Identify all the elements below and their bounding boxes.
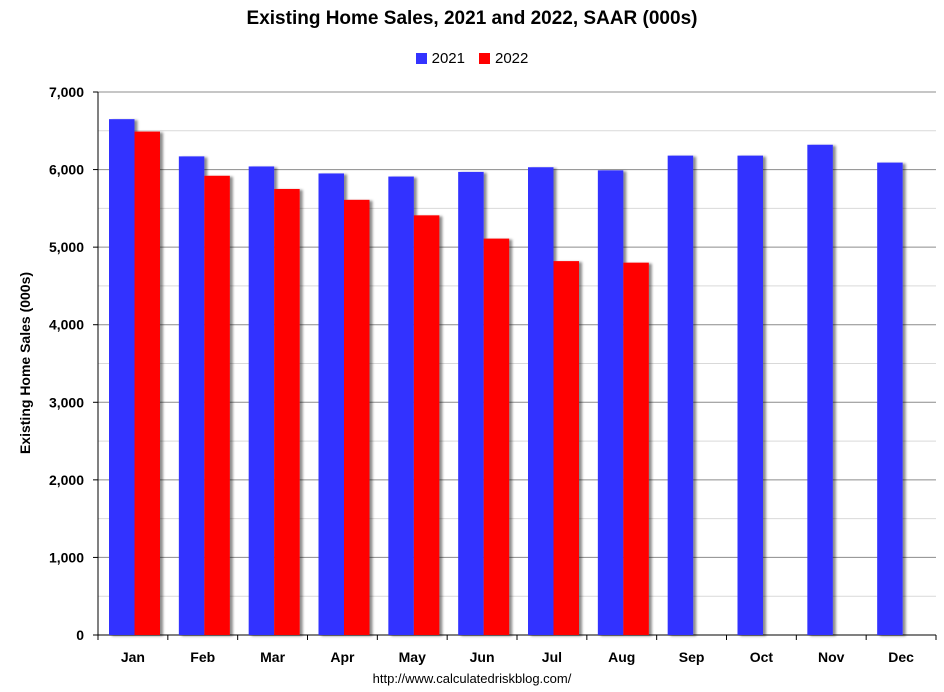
y-tick-label: 1,000 — [49, 549, 84, 565]
bar-2021-nov — [807, 144, 833, 635]
bar-2022-jul — [553, 261, 579, 635]
y-tick-label: 5,000 — [49, 239, 84, 255]
source-url: http://www.calculatedriskblog.com/ — [372, 671, 572, 686]
x-tick-label: Jun — [470, 649, 495, 665]
bar-2022-jun — [483, 238, 510, 636]
x-tick-label: May — [399, 649, 426, 665]
x-tick-label: Sep — [679, 649, 705, 665]
legend-item-2022: 2022 — [479, 50, 528, 67]
bar-2022-feb — [204, 175, 230, 635]
axes — [93, 91, 937, 640]
bar-2021-feb — [178, 156, 205, 636]
y-axis-label: Existing Home Sales (000s) — [17, 272, 33, 454]
bar-2022-apr — [344, 199, 370, 635]
x-tick-label: Oct — [750, 649, 774, 665]
bar-2022-mar — [274, 188, 300, 635]
bar-2021-apr — [318, 173, 344, 635]
bar-2021-may — [388, 176, 414, 635]
bar-2021-mar — [248, 166, 275, 635]
y-tick-label: 7,000 — [49, 84, 84, 100]
y-tick-label: 3,000 — [49, 394, 84, 410]
x-tick-label: Mar — [260, 649, 285, 665]
y-tick-label: 6,000 — [49, 162, 84, 178]
x-tick-label: Apr — [330, 649, 355, 665]
x-tick-label: Feb — [190, 649, 215, 665]
tick-labels: 0 1,000 2,000 3,000 4,000 5,000 6,000 7,000 Jan F… — [49, 84, 914, 665]
bars — [109, 119, 903, 636]
legend-label-2021: 2021 — [431, 50, 465, 67]
bar-2021-dec — [877, 162, 903, 635]
bar-2022-jan — [134, 131, 160, 635]
y-tick-label: 4,000 — [49, 317, 84, 333]
bar-2021-oct — [737, 155, 763, 635]
y-tick-label: 0 — [76, 627, 84, 643]
legend-item-2021: 2021 — [415, 50, 465, 67]
legend: 2021 2022 — [0, 50, 944, 67]
x-tick-label: Jul — [542, 649, 562, 665]
y-tick-label: 2,000 — [49, 472, 84, 488]
bar-2022-may — [413, 215, 440, 636]
gridlines — [98, 91, 936, 597]
x-tick-label: Nov — [818, 649, 845, 665]
x-tick-label: Aug — [608, 649, 635, 665]
legend-swatch-2022 — [479, 53, 490, 64]
bar-2021-aug — [597, 170, 624, 635]
bar-2021-jan — [109, 119, 135, 635]
x-tick-label: Dec — [888, 649, 914, 665]
chart-title: Existing Home Sales, 2021 and 2022, SAAR… — [246, 8, 698, 29]
bar-2021-jun — [458, 171, 484, 636]
bar-2022-aug — [623, 262, 649, 635]
legend-swatch-2021 — [415, 53, 427, 64]
bar-2021-jul — [528, 167, 554, 635]
bar-2021-sep — [667, 155, 694, 635]
x-tick-label: Jan — [121, 649, 145, 665]
legend-label-2022: 2022 — [495, 50, 529, 67]
